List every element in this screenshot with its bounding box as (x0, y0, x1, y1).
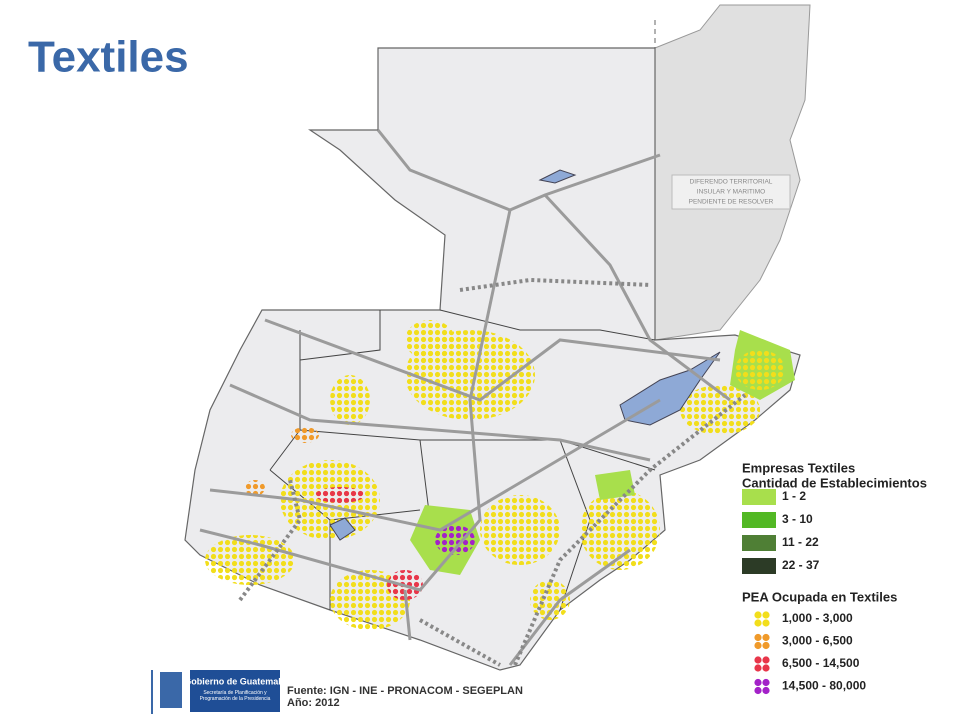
legend-dot (754, 619, 762, 627)
legend-label: 3 - 10 (782, 512, 813, 526)
legend-title: Cantidad de Establecimientos (742, 475, 927, 490)
legend-swatch (742, 558, 776, 574)
legend-dot (754, 611, 762, 619)
legend-dot (762, 678, 770, 687)
legend-swatch (742, 489, 776, 505)
title: Textiles (28, 33, 189, 82)
source-year: Año: 2012 (287, 697, 340, 709)
legend-dot (754, 633, 762, 642)
map-note-line: DIFERENDO TERRITORIAL (690, 179, 773, 186)
legend-label: 22 - 37 (782, 558, 820, 572)
legend-dot (762, 633, 770, 642)
map (184, 4, 811, 671)
footer: Gobierno de Guatemala Secretaría de Plan… (151, 670, 523, 714)
legend-label: 1 - 2 (782, 489, 806, 503)
legend-label: 1,000 - 3,000 (782, 611, 853, 625)
legend-dot (762, 611, 770, 619)
logo-subtitle: Secretaría de Planificación y Programaci… (199, 690, 271, 702)
legend-label: 6,500 - 14,500 (782, 656, 860, 670)
legend-dot (762, 686, 770, 695)
map-note-line: PENDIENTE DE RESOLVER (689, 199, 774, 206)
map-note: DIFERENDO TERRITORIAL INSULAR Y MARITIMO… (671, 174, 791, 210)
belize (654, 4, 811, 341)
legend-title: PEA Ocupada en Textiles (742, 589, 897, 604)
legend: Empresas Textiles Cantidad de Establecim… (735, 455, 953, 700)
roads (199, 129, 747, 667)
legend-swatch (742, 512, 776, 528)
lake-izabal (619, 351, 721, 426)
legend-dot (754, 656, 762, 664)
legend-label: 3,000 - 6,500 (782, 634, 853, 648)
legend-dot (762, 664, 770, 672)
legend-dot (754, 641, 762, 650)
lake-atitlan (329, 517, 356, 541)
map-note-line: INSULAR Y MARITIMO (697, 189, 765, 196)
lake-peten (538, 169, 577, 184)
logo-name: Gobierno de Guatemala (184, 676, 287, 686)
legend-dot (754, 678, 762, 687)
legend-dot (754, 686, 762, 695)
legend-dot (762, 619, 770, 627)
legend-dot (754, 664, 762, 672)
logo-subtitle-box: Secretaría de Planificación y Programaci… (199, 690, 271, 702)
source: Fuente: IGN - INE - PRONACOM - SEGEPLAN (287, 685, 523, 697)
legend-label: 11 - 22 (782, 535, 819, 549)
legend-dot (762, 641, 770, 650)
legend-dot (762, 656, 770, 664)
legend-swatch (742, 535, 776, 551)
legend-title: Empresas Textiles (742, 460, 855, 475)
legend-label: 14,500 - 80,000 (782, 679, 866, 693)
